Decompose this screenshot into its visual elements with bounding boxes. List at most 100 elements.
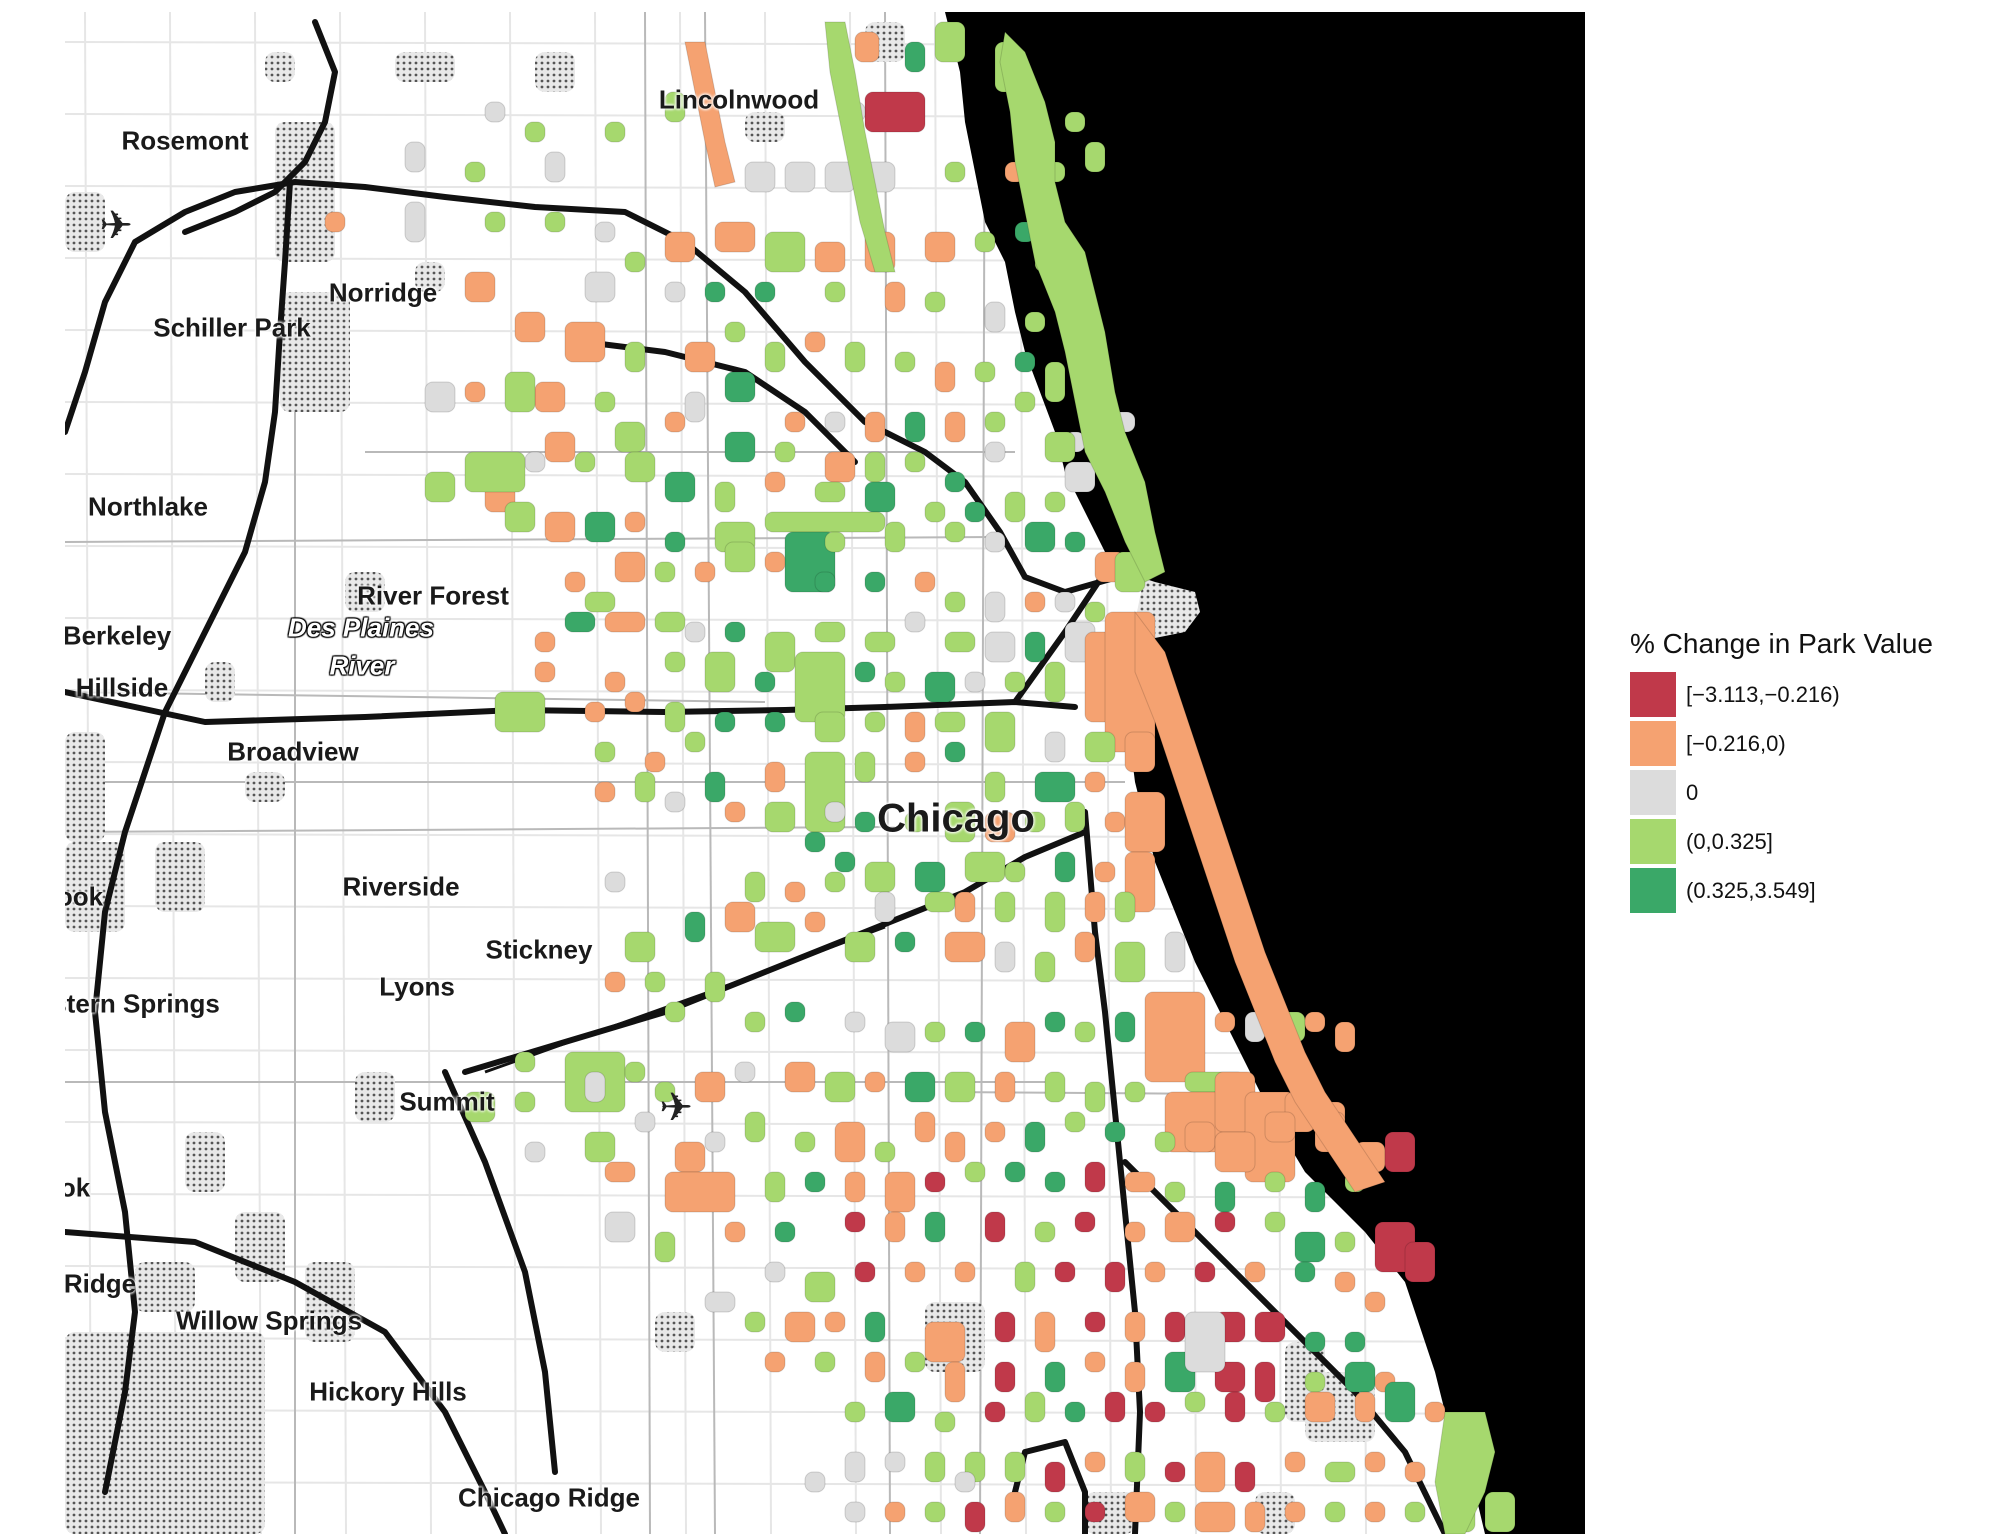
park-polygon xyxy=(914,861,946,893)
park-polygon xyxy=(654,1231,676,1263)
park-polygon xyxy=(944,631,976,653)
dotted-area xyxy=(535,52,575,92)
park-polygon xyxy=(844,1401,866,1423)
park-polygon xyxy=(824,801,846,823)
park-polygon xyxy=(1264,1171,1286,1193)
park-polygon xyxy=(1034,1221,1056,1243)
park-polygon xyxy=(664,701,686,733)
park-polygon xyxy=(564,611,596,633)
park-polygon xyxy=(1194,1261,1216,1283)
park-polygon xyxy=(1004,1021,1036,1063)
park-polygon xyxy=(1184,1391,1206,1413)
dotted-area xyxy=(345,572,385,612)
park-polygon xyxy=(1024,811,1046,833)
park-polygon xyxy=(834,1121,866,1163)
park-polygon xyxy=(524,121,546,143)
place-label-hickory-hills: Hickory Hills xyxy=(309,1376,467,1407)
airplane-icon: ✈ xyxy=(659,1086,693,1130)
park-polygon xyxy=(1384,1131,1416,1173)
park-polygon xyxy=(584,1131,616,1163)
park-polygon xyxy=(764,1171,786,1203)
place-label-summit: Summit xyxy=(399,1086,495,1117)
park-polygon xyxy=(674,1141,706,1173)
place-label-ridge: Ridge xyxy=(65,1268,137,1299)
park-polygon xyxy=(1074,931,1096,963)
park-polygon xyxy=(1064,1401,1086,1423)
park-polygon xyxy=(1054,1261,1076,1283)
park-polygon xyxy=(1344,1331,1366,1353)
legend-swatch xyxy=(1630,672,1676,717)
minor-street xyxy=(509,12,517,1534)
park-polygon xyxy=(1004,861,1026,883)
park-polygon xyxy=(1084,141,1106,173)
legend-item: [−0.216,0) xyxy=(1630,719,1933,768)
park-polygon xyxy=(504,501,536,533)
park-polygon xyxy=(1104,1121,1126,1143)
park-polygon xyxy=(744,161,776,193)
park-polygon xyxy=(634,1111,656,1133)
park-polygon xyxy=(1214,1011,1236,1033)
park-polygon xyxy=(824,871,846,893)
park-polygon xyxy=(1044,1501,1066,1523)
park-polygon xyxy=(724,801,746,823)
park-polygon xyxy=(1034,1311,1056,1353)
park-corridor xyxy=(1134,610,1386,1193)
park-polygon xyxy=(944,931,986,963)
park-polygon xyxy=(964,501,986,523)
park-polygon xyxy=(724,1221,746,1243)
park-polygon xyxy=(1064,531,1086,553)
park-polygon xyxy=(574,451,596,473)
park-polygon xyxy=(1214,1131,1256,1173)
park-polygon xyxy=(884,281,906,313)
park-polygon xyxy=(984,1211,1006,1243)
park-polygon xyxy=(1084,1311,1106,1333)
park-polygon xyxy=(764,341,786,373)
legend-items: [−3.113,−0.216) [−0.216,0) 0 (0,0.325] (0.32… xyxy=(1630,670,1933,915)
park-polygon xyxy=(1354,1391,1376,1423)
park-polygon xyxy=(954,891,976,923)
park-polygon xyxy=(844,1501,866,1523)
park-polygon xyxy=(684,391,706,423)
dotted-area xyxy=(355,1072,395,1122)
park-polygon xyxy=(1384,1381,1416,1423)
park-polygon xyxy=(944,741,966,763)
park-polygon xyxy=(1164,1461,1186,1483)
park-polygon xyxy=(764,711,786,733)
park-polygon xyxy=(734,1061,756,1083)
park-polygon xyxy=(1124,731,1156,773)
park-polygon xyxy=(854,751,876,783)
park-polygon xyxy=(1124,791,1166,853)
park-polygon xyxy=(1264,1211,1286,1233)
park-polygon xyxy=(724,431,756,463)
park-polygon xyxy=(924,1501,946,1523)
place-label-broadview: Broadview xyxy=(227,736,359,767)
park-polygon xyxy=(1044,361,1066,403)
park-polygon xyxy=(1024,1391,1046,1423)
park-polygon xyxy=(794,651,846,723)
park-polygon xyxy=(944,411,966,443)
park-polygon xyxy=(904,41,926,73)
park-polygon xyxy=(684,731,706,753)
legend-swatch xyxy=(1630,770,1676,815)
park-polygon xyxy=(594,781,616,803)
park-polygon xyxy=(1044,1071,1066,1103)
park-polygon xyxy=(714,481,736,513)
park-polygon xyxy=(824,531,846,553)
park-polygon xyxy=(854,31,880,63)
park-polygon xyxy=(904,411,926,443)
park-polygon xyxy=(764,1351,786,1373)
park-polygon xyxy=(664,531,686,553)
park-polygon xyxy=(624,341,646,373)
minor-street xyxy=(849,12,857,1534)
park-polygon xyxy=(1164,1211,1196,1243)
park-polygon xyxy=(844,931,876,963)
park-polygon xyxy=(864,1351,886,1383)
park-polygon xyxy=(424,471,456,503)
park-polygon xyxy=(744,1111,766,1143)
park-polygon xyxy=(654,611,686,633)
park-polygon xyxy=(814,241,846,273)
legend-title: % Change in Park Value xyxy=(1630,628,1933,659)
park-polygon xyxy=(984,441,1006,463)
park-polygon xyxy=(1304,1371,1326,1393)
park-polygon xyxy=(964,671,986,693)
